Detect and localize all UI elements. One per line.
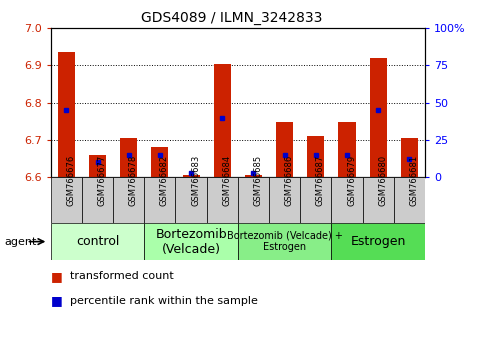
FancyBboxPatch shape [207,177,238,223]
Text: GSM766681: GSM766681 [410,155,418,206]
Text: percentile rank within the sample: percentile rank within the sample [70,296,258,306]
Text: Bortezomib
(Velcade): Bortezomib (Velcade) [155,228,227,256]
Bar [307,136,325,177]
Bar [401,138,418,177]
Bar [151,147,169,177]
FancyBboxPatch shape [82,177,113,223]
Text: GSM766686: GSM766686 [284,155,294,206]
FancyBboxPatch shape [269,177,300,223]
FancyBboxPatch shape [331,177,363,223]
Text: GSM766685: GSM766685 [254,155,262,206]
Text: ■: ■ [51,270,62,282]
Bar [120,138,137,177]
Text: ■: ■ [51,295,62,307]
Text: GSM766679: GSM766679 [347,155,356,206]
Bar [183,175,199,177]
FancyBboxPatch shape [394,177,425,223]
Text: GSM766676: GSM766676 [66,155,75,206]
FancyBboxPatch shape [51,177,82,223]
Text: GSM766684: GSM766684 [222,155,231,206]
FancyBboxPatch shape [51,223,144,260]
Text: GSM766682: GSM766682 [160,155,169,206]
FancyBboxPatch shape [144,223,238,260]
Bar [89,155,106,177]
Text: GSM766687: GSM766687 [316,155,325,206]
Text: Bortezomib (Velcade) +
Estrogen: Bortezomib (Velcade) + Estrogen [227,231,342,252]
Text: GSM766678: GSM766678 [128,155,138,206]
Bar [339,122,355,177]
Text: control: control [76,235,119,248]
FancyBboxPatch shape [238,177,269,223]
Text: GSM766680: GSM766680 [378,155,387,206]
Text: transformed count: transformed count [70,271,174,281]
FancyBboxPatch shape [331,223,425,260]
Text: GSM766677: GSM766677 [98,155,107,206]
Text: GDS4089 / ILMN_3242833: GDS4089 / ILMN_3242833 [141,11,323,25]
Bar [213,64,231,177]
FancyBboxPatch shape [238,223,331,260]
FancyBboxPatch shape [144,177,175,223]
Text: Estrogen: Estrogen [351,235,406,248]
Bar [369,58,387,177]
FancyBboxPatch shape [175,177,207,223]
Text: agent: agent [5,236,37,247]
Bar [245,175,262,177]
Bar [58,52,75,177]
FancyBboxPatch shape [363,177,394,223]
Bar [276,122,293,177]
Text: GSM766683: GSM766683 [191,155,200,206]
FancyBboxPatch shape [113,177,144,223]
FancyBboxPatch shape [300,177,331,223]
